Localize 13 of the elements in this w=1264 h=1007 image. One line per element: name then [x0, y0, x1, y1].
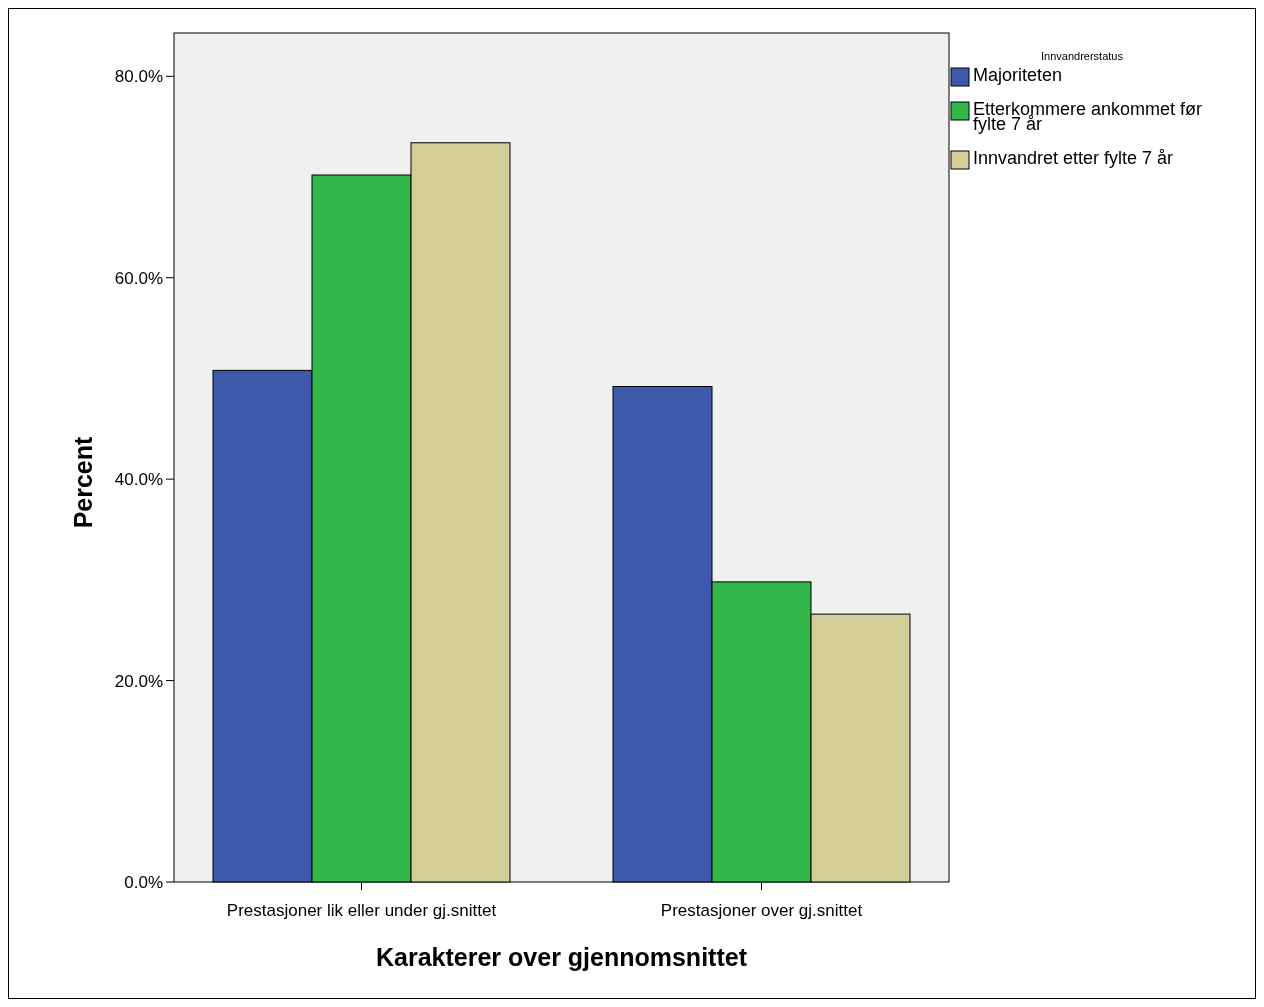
legend-label: Innvandret etter fylte 7 år	[973, 148, 1174, 168]
y-tick-label: 80.0%	[114, 67, 163, 87]
x-tick-label: Prestasjoner over gj.snittet	[660, 901, 863, 920]
y-tick-label: 60.0%	[114, 268, 163, 288]
x-tick-label: Prestasjoner lik eller under gj.snittet	[226, 901, 497, 920]
legend-label: Etterkommere ankommet før fylte 7 år	[973, 99, 1203, 134]
legend-label: Majoriteten	[973, 65, 1063, 85]
y-tick-label: 0.0%	[124, 873, 163, 892]
x-axis-title: Karakterer over gjennomsnittet	[376, 943, 748, 971]
y-tick-label: 40.0%	[114, 470, 163, 490]
legend-title: Innvandrerstatus	[1041, 50, 1124, 62]
y-tick-label: 20.0%	[114, 671, 163, 691]
y-axis-title: Percent	[69, 435, 97, 529]
